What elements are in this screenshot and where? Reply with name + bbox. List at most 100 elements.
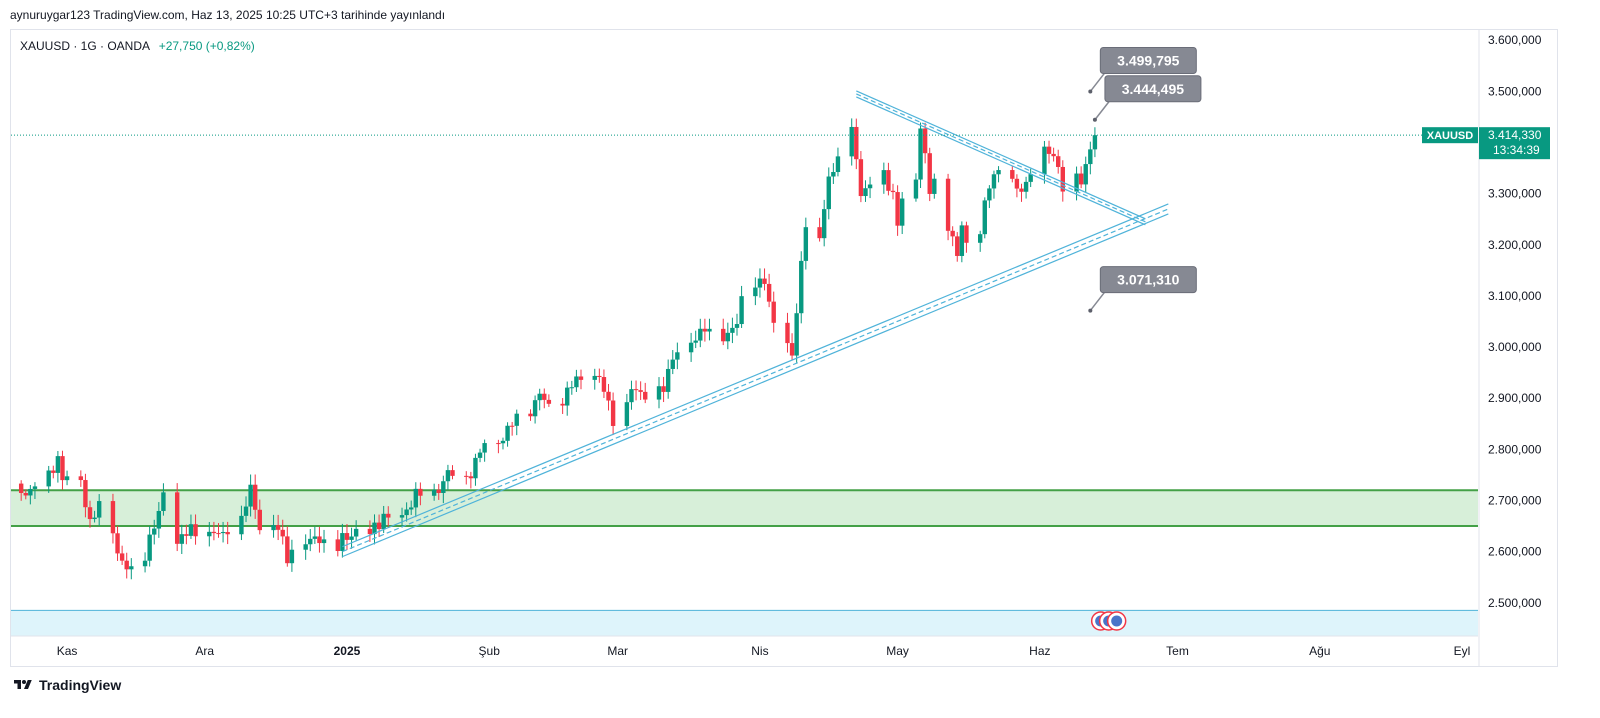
candle-body[interactable]	[161, 492, 166, 511]
candle-body[interactable]	[87, 507, 93, 520]
candle-body[interactable]	[312, 536, 318, 539]
candle-body[interactable]	[468, 476, 474, 479]
candle-body[interactable]	[477, 452, 483, 458]
support-zone[interactable]	[11, 490, 1478, 527]
candle-body[interactable]	[762, 278, 767, 284]
candle-body[interactable]	[1051, 153, 1056, 157]
candle-body[interactable]	[271, 525, 276, 531]
candle-body[interactable]	[280, 529, 285, 537]
candle-body[interactable]	[766, 283, 772, 302]
candle-body[interactable]	[991, 174, 997, 189]
candle-body[interactable]	[372, 522, 377, 535]
candle-body[interactable]	[418, 488, 423, 496]
candle-body[interactable]	[643, 391, 648, 400]
candle-body[interactable]	[675, 352, 680, 360]
candle-body[interactable]	[119, 553, 125, 561]
candle-body[interactable]	[450, 470, 455, 476]
candle-body[interactable]	[886, 170, 891, 191]
candle-body[interactable]	[803, 227, 809, 261]
candle-body[interactable]	[340, 533, 345, 552]
candle-body[interactable]	[1092, 135, 1098, 150]
candle-body[interactable]	[386, 513, 391, 518]
candle-body[interactable]	[152, 528, 157, 535]
candle-body[interactable]	[147, 534, 152, 561]
candle-body[interactable]	[702, 328, 708, 332]
candle-body[interactable]	[739, 296, 744, 325]
candle-body[interactable]	[950, 230, 955, 237]
candle-body[interactable]	[996, 170, 1001, 175]
candle-body[interactable]	[1074, 173, 1079, 192]
candle-body[interactable]	[725, 332, 731, 342]
candle-body[interactable]	[574, 376, 579, 388]
candle-body[interactable]	[78, 476, 84, 481]
candle-body[interactable]	[753, 287, 758, 297]
price-annotation-box[interactable]	[1099, 46, 1197, 74]
candle-body[interactable]	[789, 343, 795, 356]
candle-body[interactable]	[174, 492, 180, 544]
candle-body[interactable]	[211, 531, 217, 534]
candle-body[interactable]	[349, 536, 354, 540]
candle-body[interactable]	[546, 399, 552, 404]
candle-body[interactable]	[441, 481, 446, 493]
candle-body[interactable]	[665, 368, 671, 392]
tradingview-footer[interactable]: TradingView	[11, 677, 121, 693]
candle-body[interactable]	[927, 153, 932, 194]
candle-body[interactable]	[863, 188, 868, 197]
candle-body[interactable]	[482, 443, 487, 453]
candle-body[interactable]	[303, 544, 308, 550]
candle-body[interactable]	[977, 234, 983, 243]
candle-body[interactable]	[289, 549, 295, 564]
candle-body[interactable]	[959, 225, 965, 256]
candle-body[interactable]	[445, 470, 451, 482]
candle-body[interactable]	[734, 324, 740, 328]
candle-body[interactable]	[83, 480, 88, 508]
candle-body[interactable]	[601, 377, 607, 392]
candle-body[interactable]	[638, 390, 643, 392]
candle-body[interactable]	[257, 509, 262, 531]
candle-body[interactable]	[431, 489, 437, 496]
candle-body[interactable]	[124, 560, 129, 570]
candle-body[interactable]	[1083, 164, 1088, 185]
candle-body[interactable]	[225, 532, 230, 535]
candle-body[interactable]	[317, 536, 322, 544]
candle-body[interactable]	[413, 488, 418, 508]
candle-body[interactable]	[698, 328, 703, 341]
descending-median-line[interactable]	[856, 93, 1146, 223]
candle-body[interactable]	[142, 560, 148, 567]
candle-body[interactable]	[28, 488, 33, 496]
candle-body[interactable]	[592, 375, 597, 380]
candle-body[interactable]	[188, 524, 194, 536]
candle-body[interactable]	[955, 236, 960, 256]
candle-body[interactable]	[32, 486, 38, 489]
candle-body[interactable]	[92, 517, 97, 520]
candle-body[interactable]	[757, 278, 763, 288]
candle-body[interactable]	[308, 538, 313, 545]
candle-body[interactable]	[858, 159, 864, 197]
candle-body[interactable]	[565, 387, 570, 406]
candle-body[interactable]	[890, 190, 896, 193]
candle-body[interactable]	[115, 533, 120, 554]
candle-body[interactable]	[243, 506, 249, 516]
candle-body[interactable]	[867, 184, 873, 189]
candle-body[interactable]	[1019, 188, 1024, 192]
candle-body[interactable]	[1042, 146, 1047, 175]
candle-body[interactable]	[560, 403, 565, 406]
candle-body[interactable]	[505, 425, 510, 441]
candle-body[interactable]	[849, 126, 854, 157]
candle-body[interactable]	[1056, 156, 1061, 167]
candle-body[interactable]	[18, 483, 24, 493]
candle-body[interactable]	[514, 413, 519, 426]
candle-body[interactable]	[854, 126, 859, 160]
candle-body[interactable]	[537, 393, 542, 401]
candle-body[interactable]	[1060, 166, 1065, 192]
candle-body[interactable]	[500, 440, 506, 444]
candle-body[interactable]	[335, 539, 340, 552]
price-annotation-box[interactable]	[1104, 75, 1202, 103]
candle-body[interactable]	[606, 391, 611, 401]
candle-body[interactable]	[376, 522, 382, 530]
ascending-channel-line[interactable]	[342, 213, 1169, 558]
candle-body[interactable]	[1014, 178, 1020, 189]
candle-body[interactable]	[730, 327, 735, 333]
candle-body[interactable]	[1023, 181, 1029, 192]
